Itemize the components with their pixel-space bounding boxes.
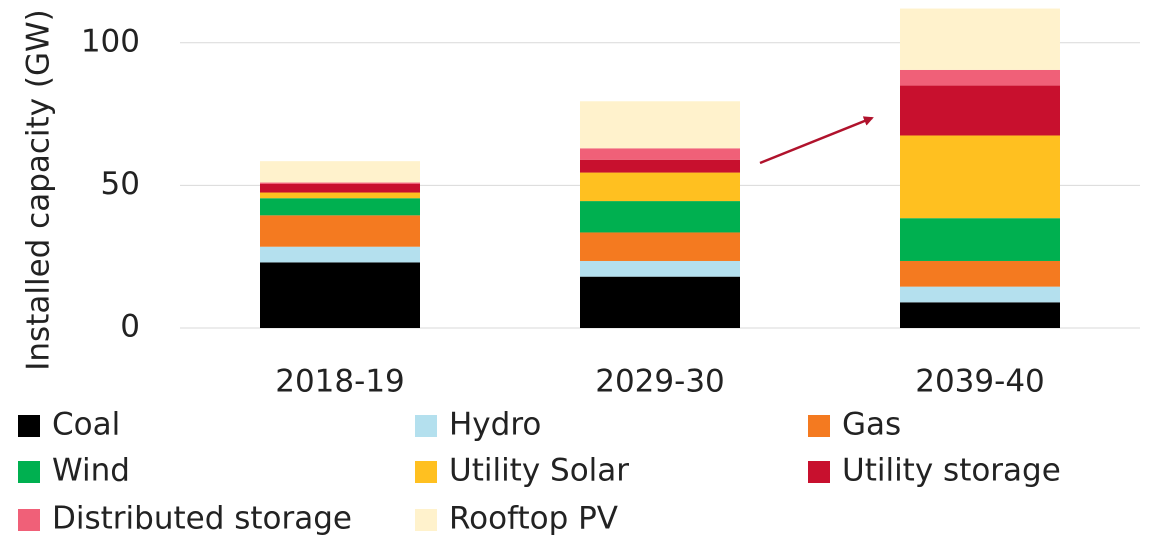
legend-label: Coal bbox=[52, 407, 120, 443]
bar-segment bbox=[260, 198, 420, 216]
y-axis-label: Installed capacity (GW) bbox=[21, 9, 57, 371]
bar-segment bbox=[900, 8, 1060, 70]
bar-segment bbox=[580, 260, 740, 277]
bar-segment bbox=[260, 192, 420, 199]
bar-segment bbox=[580, 276, 740, 328]
bar-segment bbox=[900, 85, 1060, 136]
bar-segment bbox=[900, 302, 1060, 328]
y-tick-label: 50 bbox=[101, 166, 140, 202]
bar-segment bbox=[260, 246, 420, 263]
bar-segment bbox=[260, 183, 420, 193]
bar-segment bbox=[900, 218, 1060, 261]
bar-segment bbox=[580, 159, 740, 173]
bar-segment bbox=[580, 148, 740, 160]
y-tick-label: 0 bbox=[120, 309, 140, 345]
x-tick-label: 2029-30 bbox=[595, 364, 725, 400]
bar-segment bbox=[260, 161, 420, 183]
bar-segment bbox=[580, 201, 740, 233]
legend-label: Wind bbox=[52, 453, 130, 489]
bar-segment bbox=[900, 69, 1060, 86]
x-tick-label: 2018-19 bbox=[275, 364, 405, 400]
legend-label: Rooftop PV bbox=[449, 501, 618, 537]
legend-label: Hydro bbox=[449, 407, 541, 443]
legend-label: Distributed storage bbox=[52, 501, 352, 537]
bar-segment bbox=[900, 286, 1060, 303]
legend-swatch bbox=[415, 415, 437, 437]
legend-label: Gas bbox=[842, 407, 901, 443]
bar-segment bbox=[580, 101, 740, 149]
legend-swatch bbox=[808, 461, 830, 483]
legend-swatch bbox=[415, 461, 437, 483]
trend-arrow bbox=[759, 116, 874, 165]
legend-swatch bbox=[18, 415, 40, 437]
legend-swatch bbox=[415, 509, 437, 531]
bar-segment bbox=[260, 182, 420, 184]
bar-segment bbox=[580, 232, 740, 261]
legend-swatch bbox=[18, 461, 40, 483]
bar-segment bbox=[900, 135, 1060, 219]
x-tick-label: 2039-40 bbox=[915, 364, 1045, 400]
y-tick-label: 100 bbox=[81, 23, 140, 59]
legend-label: Utility Solar bbox=[449, 453, 629, 489]
legend-label: Utility storage bbox=[842, 453, 1061, 489]
legend-swatch bbox=[808, 415, 830, 437]
legend-swatch bbox=[18, 509, 40, 531]
bar-segment bbox=[260, 262, 420, 328]
bar-segment bbox=[260, 215, 420, 247]
bar-segment bbox=[900, 260, 1060, 287]
bar-segment bbox=[580, 172, 740, 202]
